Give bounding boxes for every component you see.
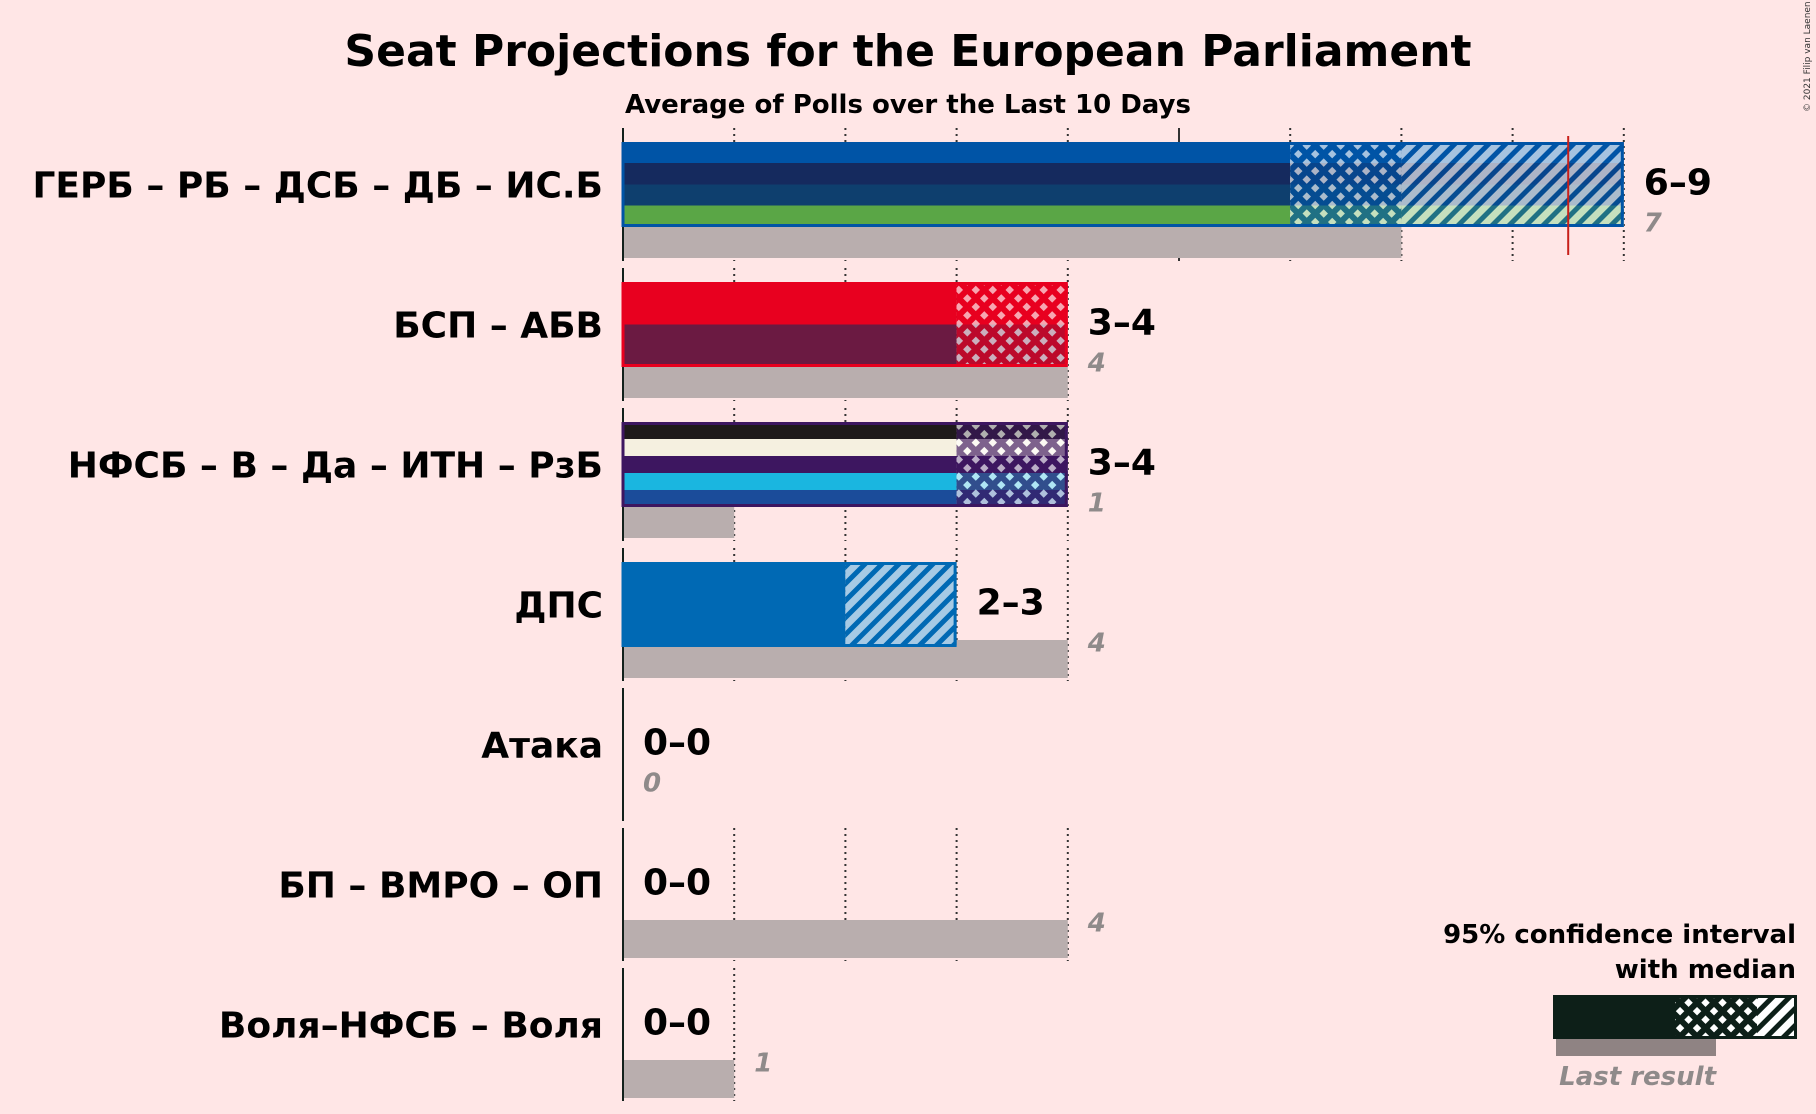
last-result-label: 7: [1644, 209, 1663, 239]
party-label: Воля–НФСБ – Воля: [219, 1006, 603, 1047]
bar-outline: [621, 562, 957, 647]
legend-last-label: Last result: [1559, 1062, 1717, 1092]
legend-upper-segment: [1757, 995, 1797, 1039]
bar-outline: [621, 282, 1068, 367]
legend-median-segment: [1675, 995, 1757, 1039]
legend: 95% confidence interval with median Last r…: [1443, 920, 1797, 1092]
bar-outline: [621, 422, 1068, 507]
party-label: Атака: [481, 726, 603, 767]
last-result-label: 1: [1088, 489, 1106, 519]
bar-interval-tint: [956, 282, 1068, 367]
range-label: 3–4: [1088, 303, 1156, 344]
last-result-label: 4: [1087, 909, 1106, 939]
legend-outline: [1553, 995, 1797, 1039]
bar-outline: [621, 142, 1624, 227]
legend-subtitle: with median: [1615, 955, 1796, 985]
last-result-label: 1: [754, 1049, 772, 1079]
party-label: БСП – АБВ: [393, 306, 603, 347]
last-result-label: 4: [1087, 629, 1106, 659]
party-label: НФСБ – В – Да – ИТН – РзБ: [68, 446, 603, 487]
range-label: 6–9: [1644, 163, 1712, 204]
legend-title: 95% confidence interval: [1443, 920, 1796, 950]
range-label: 0–0: [643, 1003, 711, 1044]
bar-interval-tint: [845, 562, 957, 647]
last-result-label: 0: [643, 769, 661, 799]
last-result-bar: [623, 1060, 735, 1098]
range-label: 0–0: [643, 723, 711, 764]
party-label: ДПС: [514, 586, 603, 627]
bar-interval-tint: [956, 422, 1068, 507]
bar-solid: [623, 142, 1291, 227]
bar-solid: [623, 422, 957, 507]
legend-solid: [1553, 995, 1675, 1039]
copyright-notice: © 2021 Filip van Laenen: [1803, 1, 1813, 112]
party-bars: ГЕРБ – РБ – ДСБ – ДБ – ИС.Б 6–9 7 БСП – АБВ…: [32, 128, 1712, 1101]
range-label: 3–4: [1088, 443, 1156, 484]
range-label: 2–3: [977, 583, 1045, 624]
party-label: БП – ВМРО – ОП: [278, 866, 603, 907]
bar-solid: [623, 282, 957, 367]
last-result-bar: [623, 920, 1068, 958]
bar-interval-tint: [1290, 142, 1624, 227]
party-label: ГЕРБ – РБ – ДСБ – ДБ – ИС.Б: [32, 166, 603, 207]
bar-solid: [623, 562, 846, 647]
chart-title: Seat Projections for the European Parlia…: [344, 26, 1471, 77]
chart-subtitle: Average of Polls over the Last 10 Days: [625, 90, 1191, 120]
last-result-label: 4: [1087, 349, 1106, 379]
range-label: 0–0: [643, 863, 711, 904]
